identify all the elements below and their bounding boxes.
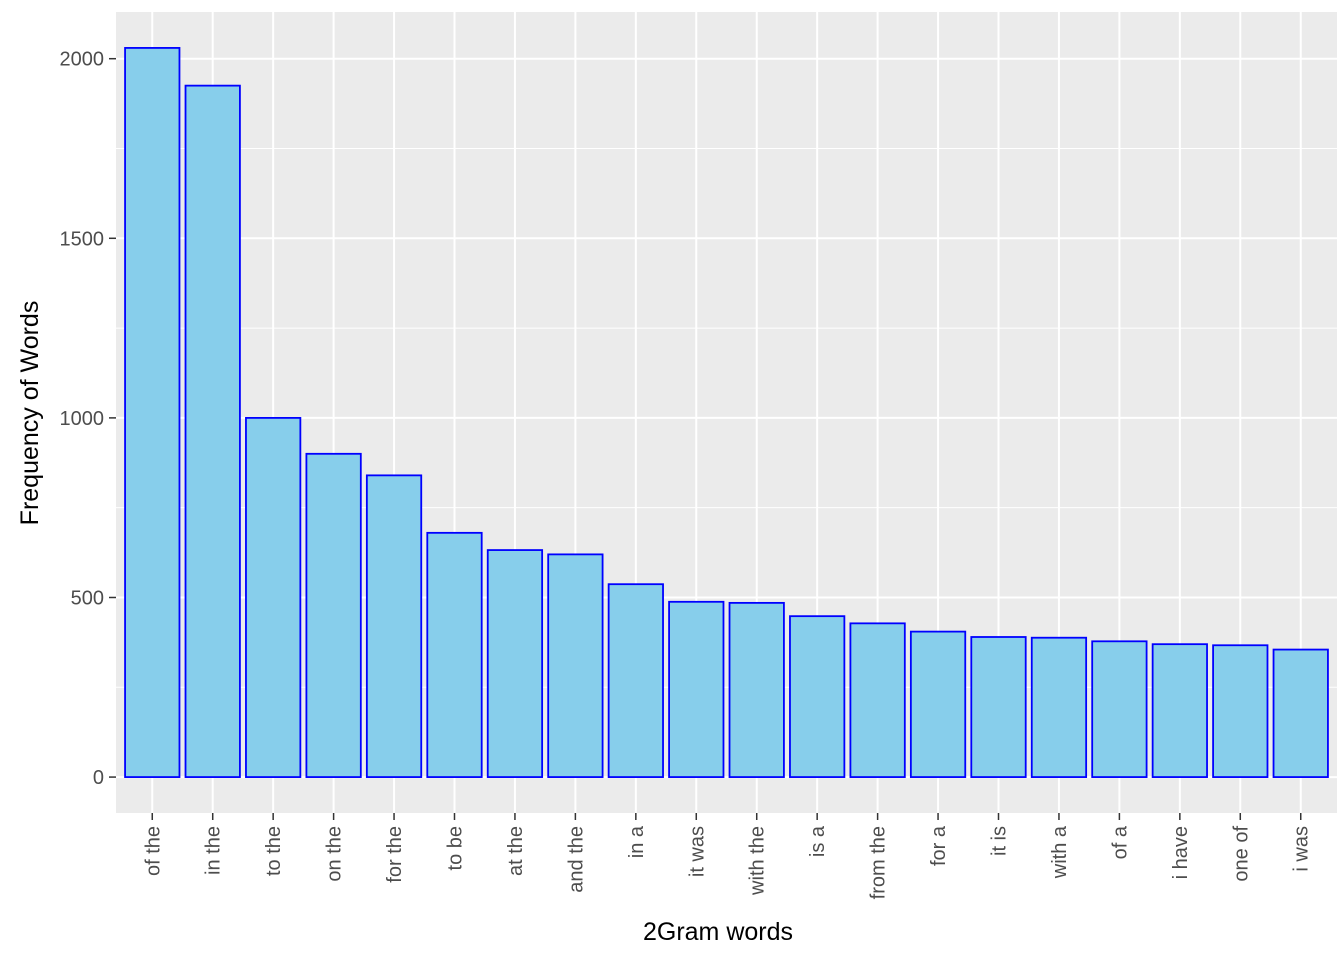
y-tick-label: 1500 bbox=[60, 228, 105, 250]
bar bbox=[970, 636, 1027, 778]
bar bbox=[789, 615, 846, 778]
y-tick-label: 1000 bbox=[60, 408, 105, 430]
bar bbox=[245, 416, 302, 778]
x-tick-label: one of bbox=[1230, 826, 1252, 882]
bar bbox=[607, 583, 664, 778]
bar bbox=[909, 630, 967, 778]
bar bbox=[1030, 636, 1088, 778]
bar bbox=[547, 553, 604, 778]
y-tick-label: 500 bbox=[71, 587, 104, 609]
bar bbox=[668, 600, 725, 778]
x-tick-label: and the bbox=[565, 826, 587, 893]
x-tick-label: from the bbox=[868, 826, 890, 899]
x-tick-label: on the bbox=[324, 826, 346, 882]
x-tick-label: in a bbox=[626, 825, 648, 858]
bar bbox=[1151, 643, 1208, 778]
bar bbox=[184, 84, 241, 778]
bar bbox=[1212, 644, 1269, 778]
x-tick-label: with a bbox=[1049, 825, 1071, 879]
x-tick-label: for a bbox=[928, 825, 950, 866]
x-tick-label: it was bbox=[686, 826, 708, 877]
bar bbox=[305, 452, 362, 778]
bar bbox=[124, 47, 181, 778]
x-tick-label: of the bbox=[142, 826, 164, 876]
x-tick-label: to the bbox=[263, 826, 285, 876]
x-tick-label: in the bbox=[203, 826, 225, 875]
bars bbox=[124, 47, 1329, 778]
x-tick-label: to be bbox=[444, 826, 466, 870]
x-tick-label: with the bbox=[747, 826, 769, 896]
bar bbox=[1272, 648, 1329, 778]
y-tick-label: 2000 bbox=[60, 49, 105, 71]
x-tick-label: it is bbox=[989, 826, 1011, 856]
x-tick-label: of a bbox=[1109, 825, 1131, 859]
bar bbox=[728, 601, 785, 778]
bar bbox=[426, 531, 483, 778]
bar bbox=[486, 549, 544, 778]
y-axis-title: Frequency of Words bbox=[16, 301, 44, 526]
x-tick-label: i have bbox=[1170, 826, 1192, 879]
bar bbox=[1091, 640, 1148, 778]
x-tick-label: is a bbox=[807, 825, 829, 857]
y-tick-label: 0 bbox=[93, 767, 104, 789]
x-tick-label: i was bbox=[1291, 826, 1313, 872]
bar bbox=[365, 474, 423, 778]
x-tick-label: for the bbox=[384, 826, 406, 883]
x-axis-title: 2Gram words bbox=[643, 918, 793, 946]
x-tick-label: at the bbox=[505, 826, 527, 876]
axes: 0 500 1000 1500 2000 of the in the to the on the… bbox=[60, 49, 1313, 900]
bar bbox=[849, 622, 906, 778]
